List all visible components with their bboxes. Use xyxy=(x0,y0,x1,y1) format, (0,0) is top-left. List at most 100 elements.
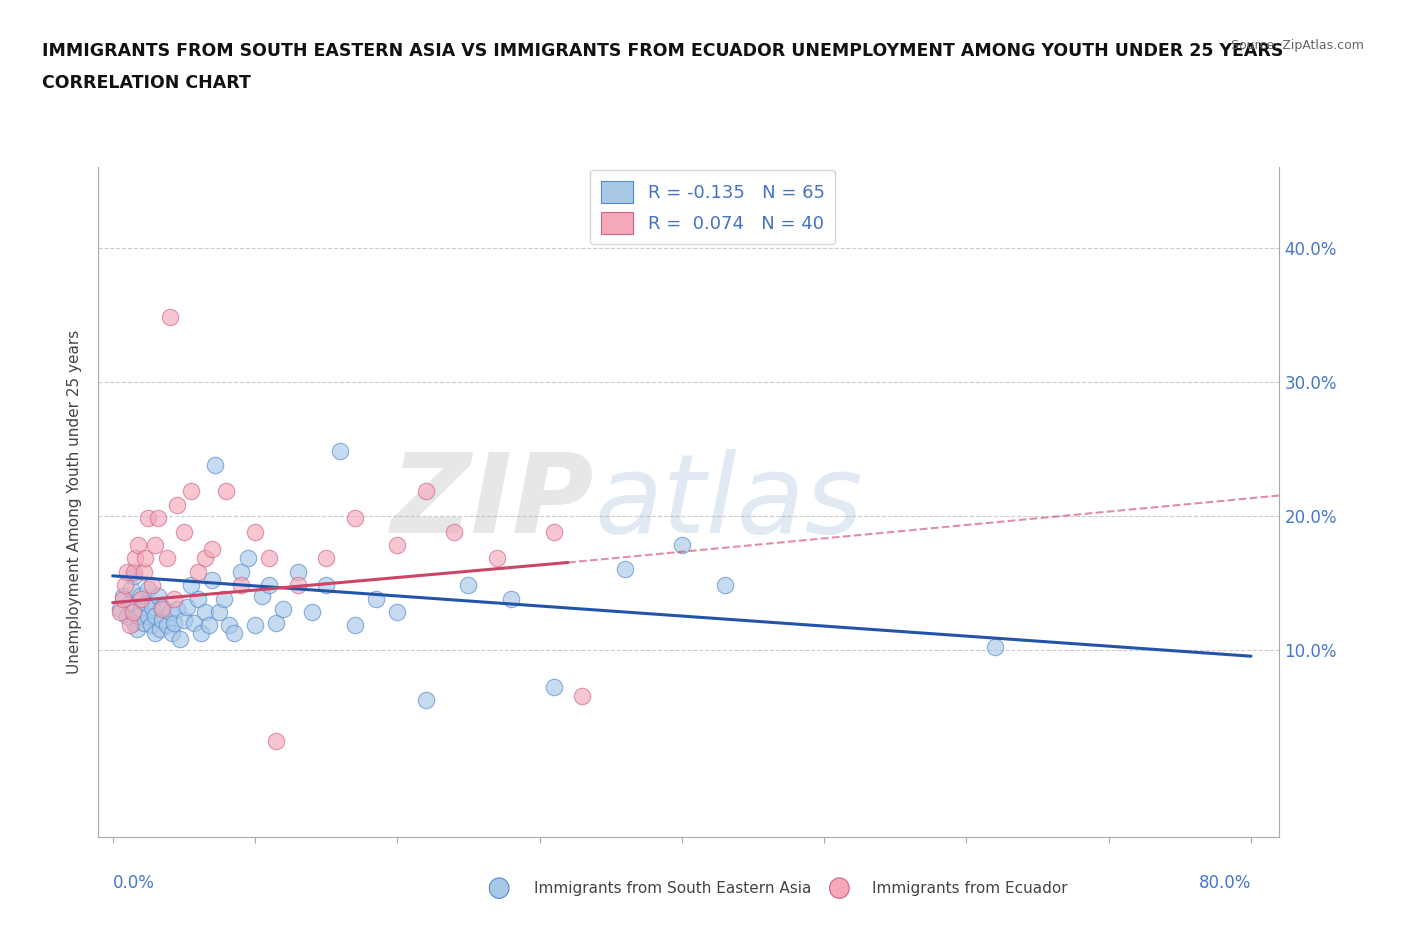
Point xyxy=(229,578,252,592)
Point xyxy=(173,525,195,539)
Point xyxy=(236,551,259,565)
Point xyxy=(204,458,226,472)
Point xyxy=(118,595,141,610)
Point xyxy=(180,484,202,498)
Point xyxy=(115,608,138,623)
Text: ZIP: ZIP xyxy=(391,448,595,556)
Point xyxy=(118,618,141,632)
Text: Immigrants from Ecuador: Immigrants from Ecuador xyxy=(872,881,1067,896)
Point xyxy=(148,511,170,525)
Point xyxy=(121,604,143,619)
Point xyxy=(273,602,295,617)
Point xyxy=(122,568,145,583)
Point xyxy=(201,573,224,588)
Point xyxy=(343,511,366,525)
Point xyxy=(218,618,240,632)
Text: 0.0%: 0.0% xyxy=(112,874,155,892)
Text: IMMIGRANTS FROM SOUTH EASTERN ASIA VS IMMIGRANTS FROM ECUADOR UNEMPLOYMENT AMONG: IMMIGRANTS FROM SOUTH EASTERN ASIA VS IM… xyxy=(42,42,1284,60)
Text: Immigrants from South Eastern Asia: Immigrants from South Eastern Asia xyxy=(534,881,811,896)
Point xyxy=(132,565,155,579)
Point xyxy=(250,589,273,604)
Point xyxy=(143,608,166,623)
Point xyxy=(222,626,245,641)
Point xyxy=(152,613,174,628)
Text: CORRELATION CHART: CORRELATION CHART xyxy=(42,74,252,92)
Point xyxy=(364,591,387,606)
Point xyxy=(543,680,565,695)
Point xyxy=(543,525,565,539)
Point xyxy=(129,591,152,606)
Point xyxy=(201,541,224,556)
Point xyxy=(713,578,735,592)
Point xyxy=(143,626,166,641)
Point xyxy=(257,578,280,592)
Point xyxy=(343,618,366,632)
Point xyxy=(111,589,134,604)
Point xyxy=(141,578,163,592)
Point xyxy=(166,498,188,512)
Point xyxy=(108,604,131,619)
Point xyxy=(149,622,172,637)
Point xyxy=(163,616,186,631)
Point xyxy=(152,602,174,617)
Point xyxy=(212,591,235,606)
Point xyxy=(136,608,159,623)
Point xyxy=(190,626,212,641)
Point xyxy=(257,551,280,565)
Point xyxy=(457,578,479,592)
Point xyxy=(315,551,337,565)
Point xyxy=(166,602,188,617)
Point xyxy=(136,582,159,597)
Point xyxy=(127,608,149,623)
Point xyxy=(176,599,198,614)
Point xyxy=(443,525,465,539)
Point xyxy=(415,484,437,498)
Point xyxy=(315,578,337,592)
Point xyxy=(125,622,148,637)
Point xyxy=(329,444,352,458)
Point xyxy=(139,618,162,632)
Point xyxy=(141,599,163,614)
Point xyxy=(485,551,508,565)
Point xyxy=(122,565,145,579)
Point xyxy=(124,551,146,565)
Point xyxy=(159,604,181,619)
Point xyxy=(132,616,155,631)
Point xyxy=(159,310,181,325)
Point xyxy=(499,591,522,606)
Point xyxy=(301,604,323,619)
Point xyxy=(194,551,217,565)
Point xyxy=(571,689,593,704)
Point xyxy=(415,693,437,708)
Text: Source: ZipAtlas.com: Source: ZipAtlas.com xyxy=(1230,39,1364,52)
Point xyxy=(198,618,221,632)
Point xyxy=(108,602,131,617)
Point xyxy=(287,578,309,592)
Point xyxy=(143,538,166,552)
Point xyxy=(229,565,252,579)
Point xyxy=(266,733,288,748)
Point xyxy=(163,591,186,606)
Point xyxy=(134,595,156,610)
Text: 80.0%: 80.0% xyxy=(1199,874,1251,892)
Point xyxy=(134,551,156,565)
Point xyxy=(169,631,191,646)
Point xyxy=(111,591,134,606)
Point xyxy=(243,618,266,632)
Point xyxy=(671,538,693,552)
Point xyxy=(173,613,195,628)
Point xyxy=(115,565,138,579)
Point xyxy=(208,604,231,619)
Point xyxy=(215,484,238,498)
Text: atlas: atlas xyxy=(595,448,863,556)
Point xyxy=(387,604,409,619)
Point xyxy=(127,538,149,552)
Point xyxy=(156,618,179,632)
Point xyxy=(128,589,150,604)
Point xyxy=(183,616,205,631)
Point xyxy=(387,538,409,552)
Point xyxy=(122,616,145,631)
Point xyxy=(266,616,288,631)
Point xyxy=(152,599,174,614)
Point xyxy=(287,565,309,579)
